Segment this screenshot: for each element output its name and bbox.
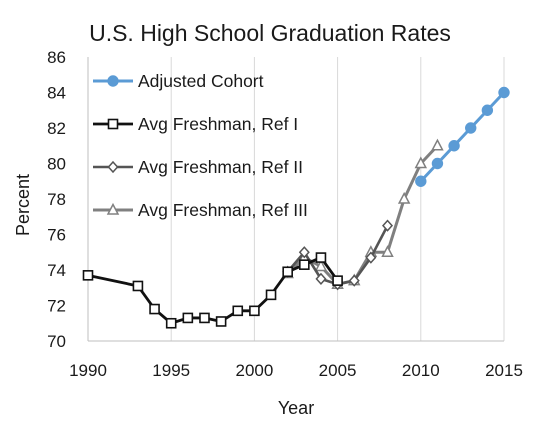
series-circle — [415, 86, 510, 187]
data-point — [448, 140, 460, 152]
data-point — [165, 317, 177, 329]
data-point — [149, 303, 160, 315]
data-point — [132, 280, 144, 292]
legend: Adjusted Cohort Avg Freshman, Ref I Avg Fr… — [93, 71, 308, 220]
data-point — [215, 316, 227, 327]
series-layer — [82, 86, 510, 329]
data-point — [107, 160, 119, 174]
data-point — [431, 138, 444, 151]
data-point — [332, 275, 343, 286]
series-square — [82, 252, 343, 329]
data-point — [107, 118, 119, 130]
series-line — [419, 91, 506, 183]
data-point — [415, 175, 427, 187]
data-point — [315, 272, 327, 285]
data-point — [414, 156, 428, 169]
y-tick-label: 78 — [47, 190, 66, 209]
legend-entry: Adjusted Cohort — [93, 71, 264, 91]
y-tick-label: 82 — [47, 119, 66, 138]
legend-label: Avg Freshman, Ref I — [138, 114, 298, 134]
y-tick-label: 80 — [47, 155, 66, 174]
gridlines — [170, 57, 505, 341]
legend-entry: Avg Freshman, Ref III — [93, 200, 308, 220]
data-point — [298, 246, 310, 259]
data-point — [182, 312, 194, 324]
data-point — [232, 305, 244, 317]
data-point — [299, 259, 310, 270]
y-tick-label: 72 — [47, 297, 66, 316]
legend-label: Avg Freshman, Ref II — [138, 157, 303, 177]
data-point — [314, 259, 328, 272]
x-axis-title: Year — [278, 398, 314, 418]
x-tick-label: 2010 — [402, 361, 440, 380]
x-tick-label: 1995 — [152, 361, 190, 380]
x-tick-label: 2015 — [485, 361, 523, 380]
data-point — [265, 289, 277, 301]
y-tick-label: 74 — [47, 261, 66, 280]
data-point — [82, 270, 94, 281]
data-point — [106, 202, 120, 215]
y-tick-label: 76 — [47, 226, 66, 245]
x-tick-label: 2000 — [235, 361, 273, 380]
legend-entry: Avg Freshman, Ref II — [93, 157, 303, 177]
legend-label: Avg Freshman, Ref III — [138, 200, 308, 220]
y-tick-label: 84 — [47, 84, 66, 103]
data-point — [107, 75, 119, 87]
axes — [87, 57, 504, 342]
data-point — [249, 305, 260, 317]
data-point — [397, 191, 411, 204]
data-point — [465, 122, 477, 134]
data-point — [481, 104, 494, 116]
y-tick-label: 86 — [47, 48, 66, 67]
data-point — [282, 266, 293, 278]
data-point — [431, 157, 444, 170]
data-point — [365, 251, 377, 264]
x-tick-label: 1990 — [69, 361, 107, 380]
data-point — [348, 274, 360, 287]
x-tick-label: 2005 — [319, 361, 357, 380]
data-point — [315, 252, 327, 263]
y-axis-title: Percent — [13, 174, 33, 236]
chart-title: U.S. High School Graduation Rates — [89, 20, 451, 46]
data-point — [382, 219, 394, 232]
legend-label: Adjusted Cohort — [138, 71, 264, 91]
data-point — [498, 86, 510, 99]
tick-labels: 70 72 74 76 78 80 82 84 86 1990 1995 2000 2005 2010 20… — [47, 48, 523, 380]
y-tick-label: 70 — [47, 332, 66, 351]
data-point — [199, 312, 210, 324]
legend-entry: Avg Freshman, Ref I — [93, 114, 298, 134]
data-point — [381, 245, 394, 257]
